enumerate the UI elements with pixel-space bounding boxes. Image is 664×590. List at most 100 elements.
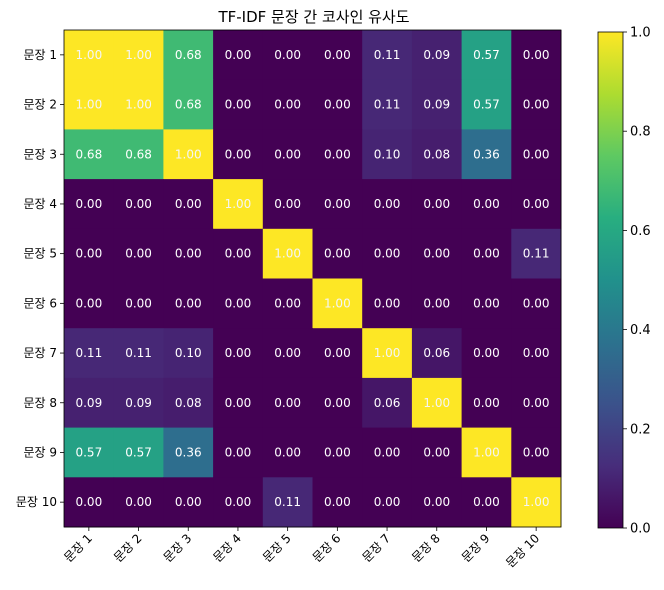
cell-value-label: 0.68 [125,147,152,161]
heatmap-cell [411,30,463,81]
cell-value-label: 0.00 [423,495,450,509]
cell-value-label: 0.00 [225,396,252,410]
heatmap-cell [411,228,463,279]
heatmap-cell [461,477,512,528]
cell-value-label: 0.00 [125,495,152,509]
heatmap-cell [213,129,264,180]
x-tick-label: 문장 2 [111,531,145,565]
cell-value-label: 0.00 [274,296,301,310]
colorbar-tick-label: 0.4 [630,323,651,338]
heatmap-cell [64,129,115,180]
heatmap-cell [312,278,363,329]
heatmap-cell [461,30,512,81]
cell-value-label: 0.00 [523,346,550,360]
heatmap-cell [511,427,562,478]
cell-value-label: 0.36 [473,147,500,161]
heatmap-cell [262,129,313,180]
cell-value-label: 0.00 [125,247,152,261]
x-tick-label: 문장 3 [161,531,195,565]
heatmap-cell [163,30,214,81]
cell-value-label: 0.09 [423,98,450,112]
heatmap-cell [262,477,313,528]
cell-value-label: 0.00 [225,346,252,360]
heatmap-cell [64,377,115,429]
heatmap-cell [64,477,115,528]
colorbar-tick-label: 0.8 [630,125,651,140]
cell-value-label: 0.00 [225,296,252,310]
heatmap-cell [163,179,214,230]
colorbar-tick-label: 0.6 [630,224,651,239]
cell-value-label: 0.00 [225,495,252,509]
heatmap-cell [312,79,363,130]
cell-value-label: 0.36 [175,445,202,459]
heatmap-cell [411,377,463,429]
colorbar-tick-label: 1.0 [630,26,651,41]
heatmap-cell [511,477,562,528]
heatmap-cell [163,79,214,130]
x-tick-label: 문장 7 [360,531,394,565]
cell-value-label: 0.00 [423,296,450,310]
x-tick-label: 문장 5 [260,531,294,565]
heatmap-cell [411,79,463,130]
y-tick-label: 문장 8 [23,396,57,410]
y-tick-label: 문장 7 [23,346,57,360]
cell-value-label: 0.06 [423,346,450,360]
cell-value-label: 0.00 [225,445,252,459]
cell-value-label: 0.06 [374,396,401,410]
heatmap-cell [312,427,363,478]
cell-value-label: 0.00 [274,445,301,459]
cell-value-label: 0.11 [374,98,401,112]
cell-value-label: 0.09 [75,396,102,410]
cell-value-label: 0.00 [324,247,351,261]
heatmap-cell [362,79,413,130]
cell-value-label: 0.00 [374,445,401,459]
heatmap-cell [411,179,463,230]
cell-value-label: 0.57 [125,445,152,459]
heatmap-cell [411,427,463,478]
heatmap-cell [511,179,562,230]
cell-value-label: 0.00 [473,495,500,509]
x-tick-label: 문장 4 [210,531,244,565]
cell-value-label: 0.00 [374,495,401,509]
cell-value-label: 0.00 [225,48,252,62]
cell-value-label: 0.00 [523,445,550,459]
heatmap-cell [362,377,413,429]
plot-frame [63,29,562,528]
heatmap-cell [411,129,463,180]
heatmap-cell [163,228,214,279]
cell-value-label: 0.00 [324,346,351,360]
heatmap-cell [64,328,115,379]
cell-value-label: 1.00 [125,48,152,62]
heatmap-cell [113,377,164,429]
cell-value-label: 0.00 [225,247,252,261]
heatmap-cell [461,129,512,180]
cell-value-label: 0.00 [423,445,450,459]
heatmap-cell [113,79,164,130]
cell-value-label: 0.00 [274,396,301,410]
cell-value-label: 0.08 [175,396,202,410]
cell-value-label: 0.00 [175,495,202,509]
heatmap-cell [113,328,164,379]
x-tick-label: 문장 9 [459,531,493,565]
heatmap-cell [113,30,164,81]
cell-value-label: 0.00 [374,247,401,261]
cell-value-label: 0.00 [324,98,351,112]
heatmap-cell [511,228,562,279]
x-axis: 문장 1 문장 2 문장 3 문장 4 문장 5 문장 6 문장 7 문장 8 문장 9 문장 1… [61,527,542,570]
heatmap-cell [213,30,264,81]
heatmap-cell [461,427,512,478]
heatmap-cell [312,179,363,230]
heatmap-cell [461,228,512,279]
cell-value-label: 0.00 [125,296,152,310]
cell-value-label: 0.08 [423,147,450,161]
heatmap-cell [362,228,413,279]
heatmap-cell [113,278,164,329]
heatmap-cell [64,427,115,478]
heatmap-cell [411,278,463,329]
y-tick-label: 문장 3 [23,147,57,161]
heatmap-cell [262,427,313,478]
cell-value-label: 0.00 [523,98,550,112]
heatmap-cell [362,278,413,329]
cell-value-label: 0.00 [324,396,351,410]
cell-value-label: 0.00 [274,346,301,360]
